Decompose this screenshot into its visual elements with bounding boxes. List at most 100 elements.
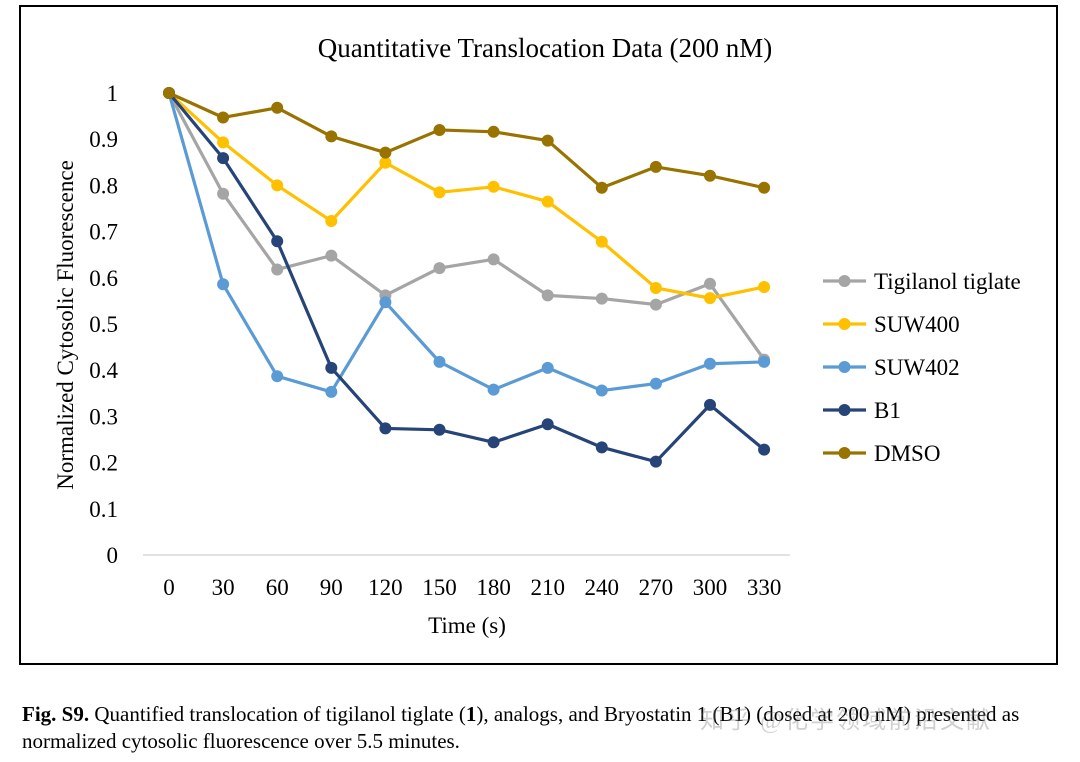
legend-item-suw400: SUW400 [823,312,960,337]
caption-text-a: Quantified translocation of tigilanol ti… [89,702,466,726]
x-tick-label: 300 [693,575,728,600]
x-tick-label: 60 [266,575,289,600]
data-point-tigilanol-tiglate [325,249,338,262]
data-point-suw400 [541,195,554,208]
data-point-b1 [217,152,230,165]
y-tick-label: 0 [107,543,119,568]
y-tick-label: 0.1 [89,497,118,522]
data-point-b1 [487,436,500,449]
legend-label: Tigilanol tiglate [874,269,1021,294]
data-point-dmso [271,101,284,114]
data-point-tigilanol-tiglate [217,187,230,200]
data-point-suw402 [379,296,392,309]
legend-label: DMSO [874,441,940,466]
data-point-suw400 [325,214,338,227]
x-tick-label: 210 [530,575,565,600]
y-tick-label: 0.9 [89,127,118,152]
figure-caption: Fig. S9. Quantified translocation of tig… [22,701,1062,755]
legend-swatch-marker [838,318,851,330]
y-tick-label: 0.4 [89,358,118,383]
y-tick-label: 0.7 [89,220,118,245]
legend-item-dmso: DMSO [823,441,940,466]
series-suw402 [163,87,771,398]
series-suw400 [163,87,771,305]
data-point-suw402 [433,355,446,368]
caption-compound-number: 1 [465,702,477,726]
data-point-suw400 [379,156,392,169]
legend-label: SUW402 [874,355,960,380]
chart-title: Quantitative Translocation Data (200 nM) [318,33,772,63]
x-tick-label: 30 [212,575,235,600]
legend-item-suw402: SUW402 [823,355,960,380]
legend-swatch-marker [838,447,851,459]
x-tick-label: 270 [639,575,674,600]
data-point-b1 [325,361,338,374]
series-line-tigilanol-tiglate [167,92,766,361]
series-line-b1 [167,91,766,464]
data-point-dmso [541,134,554,147]
line-chart: Quantitative Translocation Data (200 nM)… [53,33,1021,638]
data-point-suw402 [595,384,608,397]
data-point-b1 [433,423,446,436]
data-point-suw400 [271,179,284,192]
series-dmso [163,87,771,194]
x-tick-label: 90 [320,575,343,600]
x-axis-label: Time (s) [428,613,506,638]
y-tick-label: 1 [107,81,119,106]
legend-swatch-marker [838,404,851,416]
data-point-suw402 [758,355,771,368]
data-point-tigilanol-tiglate [541,289,554,302]
data-point-dmso [595,181,608,194]
caption-label: Fig. S9. [22,702,90,726]
legend-swatch-marker [838,275,851,287]
data-point-suw400 [704,292,716,305]
data-point-dmso [758,181,771,194]
y-tick-label: 0.3 [89,404,118,429]
y-axis-label: Normalized Cytosolic Fluorescence [53,160,78,490]
y-tick-label: 0.6 [89,266,118,291]
data-point-tigilanol-tiglate [271,263,284,276]
data-point-suw402 [704,357,716,370]
data-point-tigilanol-tiglate [595,292,608,305]
caption-text-b: ), analogs, and Bryostatin 1 (B1) (dosed… [22,702,1020,753]
data-point-tigilanol-tiglate [433,262,446,275]
data-point-suw402 [217,278,230,291]
series-line-suw402 [167,92,765,394]
series-b1 [163,87,771,468]
data-point-suw402 [649,377,662,390]
data-point-suw402 [541,361,554,374]
data-point-dmso [649,160,662,173]
data-point-suw402 [325,385,338,398]
series-layer [163,87,771,468]
legend-item-b1: B1 [823,398,901,423]
data-point-b1 [649,455,662,468]
x-axis-ticks: 0 30 60 90 120 150 180 210 240 270 300 330 [163,575,781,600]
data-point-b1 [758,443,771,456]
legend-label: B1 [874,398,901,423]
data-point-dmso [379,146,392,159]
data-point-tigilanol-tiglate [704,277,716,290]
data-point-tigilanol-tiglate [487,253,500,266]
y-axis-ticks: 0 0.1 0.2 0.3 0.4 0.5 0.6 0.7 0.8 0.9 1 [89,81,118,568]
data-point-suw400 [433,186,446,199]
data-point-dmso [704,169,716,182]
data-point-suw402 [487,383,500,396]
data-point-suw400 [595,235,608,248]
legend-label: SUW400 [874,312,960,337]
y-tick-label: 0.5 [89,312,118,337]
data-point-suw400 [649,281,662,294]
data-point-b1 [595,441,608,454]
data-point-suw400 [758,281,771,294]
series-line-suw400 [167,91,765,300]
x-tick-label: 0 [163,575,175,600]
watermark: 知乎 @化学领域前沿文献 [700,708,993,734]
data-point-suw402 [271,370,284,383]
y-tick-label: 0.8 [89,173,118,198]
series-tigilanol-tiglate [163,87,771,366]
legend: Tigilanol tiglate SUW400 SUW402 B1 DMSO [823,269,1021,466]
data-point-tigilanol-tiglate [649,298,662,311]
x-tick-label: 180 [476,575,511,600]
data-point-suw400 [487,180,500,193]
x-tick-label: 150 [422,575,457,600]
data-point-b1 [541,418,554,431]
